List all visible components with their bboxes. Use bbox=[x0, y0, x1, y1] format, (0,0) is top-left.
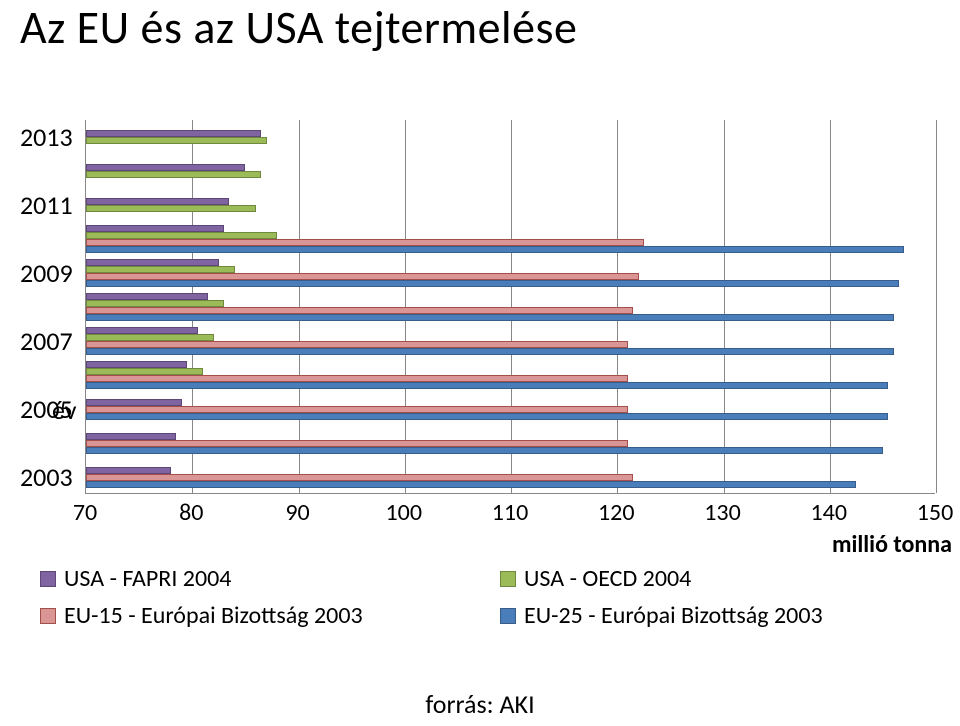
x-tick-label: 100 bbox=[386, 498, 423, 527]
bar-eu25 bbox=[86, 314, 894, 321]
bar-usa_fapri bbox=[86, 259, 219, 266]
bar-usa_oecd bbox=[86, 205, 256, 212]
legend-label: EU-15 - Európai Bizottság 2003 bbox=[64, 601, 363, 630]
bar-eu15 bbox=[86, 474, 633, 481]
chart: 201320112009200720052003év 7080901001101… bbox=[20, 120, 940, 630]
bar-eu25 bbox=[86, 246, 904, 253]
bar-usa_fapri bbox=[86, 198, 229, 205]
bar-eu25 bbox=[86, 481, 856, 488]
bar-group bbox=[86, 392, 935, 426]
bar-group bbox=[86, 460, 935, 494]
bar-eu15 bbox=[86, 440, 628, 447]
bar-usa_fapri bbox=[86, 164, 245, 171]
bar-usa_fapri bbox=[86, 293, 208, 300]
bar-eu25 bbox=[86, 382, 888, 389]
bar-group bbox=[86, 188, 935, 222]
x-tick-label: 110 bbox=[492, 498, 529, 527]
legend-item: EU-25 - Európai Bizottság 2003 bbox=[500, 601, 960, 630]
bar-usa_oecd bbox=[86, 368, 203, 375]
slide: Az EU és az USA tejtermelése 2013 2011 200… bbox=[0, 0, 960, 726]
bar-usa_fapri bbox=[86, 399, 182, 406]
legend: millió tonnaUSA - FAPRI 2004USA - OECD 2… bbox=[40, 564, 960, 630]
bar-usa_oecd bbox=[86, 266, 235, 273]
bar-usa_oecd bbox=[86, 137, 267, 144]
bar-usa_oecd bbox=[86, 334, 214, 341]
gridline bbox=[936, 120, 937, 493]
bar-usa_fapri bbox=[86, 225, 224, 232]
legend-item: EU-15 - Európai Bizottság 2003 bbox=[40, 601, 500, 630]
x-tick-label: 130 bbox=[704, 498, 741, 527]
bar-usa_fapri bbox=[86, 361, 187, 368]
x-tick-label: 70 bbox=[73, 498, 97, 527]
bar-eu15 bbox=[86, 375, 628, 382]
legend-swatch bbox=[40, 571, 56, 587]
y-tick-label: 2013 bbox=[20, 120, 73, 154]
x-tick-label: 150 bbox=[917, 498, 954, 527]
bar-usa_fapri bbox=[86, 433, 176, 440]
bar-eu25 bbox=[86, 280, 899, 287]
bar-usa_fapri bbox=[86, 467, 171, 474]
legend-item: USA - FAPRI 2004 bbox=[40, 564, 500, 593]
bar-eu15 bbox=[86, 406, 628, 413]
x-tick-label: 90 bbox=[285, 498, 309, 527]
bar-eu15 bbox=[86, 239, 644, 246]
x-tick-label: 120 bbox=[598, 498, 635, 527]
bar-usa_oecd bbox=[86, 232, 277, 239]
bar-group bbox=[86, 154, 935, 188]
legend-label: EU-25 - Európai Bizottság 2003 bbox=[524, 601, 823, 630]
bar-group bbox=[86, 290, 935, 324]
legend-swatch bbox=[500, 571, 516, 587]
y-tick-label: 2009 bbox=[20, 256, 73, 290]
bar-eu25 bbox=[86, 447, 883, 454]
bar-group bbox=[86, 426, 935, 460]
bar-group bbox=[86, 324, 935, 358]
bar-eu15 bbox=[86, 273, 639, 280]
x-tick-label: 140 bbox=[811, 498, 848, 527]
bars-area bbox=[86, 120, 935, 494]
x-axis: 708090100110120130140150 bbox=[85, 494, 935, 524]
legend-item: USA - OECD 2004 bbox=[500, 564, 960, 593]
legend-label: USA - FAPRI 2004 bbox=[64, 564, 231, 593]
x-axis-unit: millió tonna bbox=[832, 530, 952, 559]
bar-group bbox=[86, 256, 935, 290]
legend-swatch bbox=[40, 608, 56, 624]
page-title: Az EU és az USA tejtermelése bbox=[20, 0, 577, 56]
bar-group bbox=[86, 358, 935, 392]
x-tick-label: 80 bbox=[179, 498, 203, 527]
plot-area bbox=[85, 120, 935, 494]
y-tick-label: 2011 bbox=[20, 188, 73, 222]
legend-label: USA - OECD 2004 bbox=[524, 564, 691, 593]
bar-usa_oecd bbox=[86, 300, 224, 307]
y-axis-title: év bbox=[52, 394, 77, 426]
legend-swatch bbox=[500, 608, 516, 624]
bar-eu25 bbox=[86, 348, 894, 355]
bar-usa_oecd bbox=[86, 171, 261, 178]
bar-usa_fapri bbox=[86, 327, 198, 334]
y-tick-label: 2007 bbox=[20, 324, 73, 358]
source-label: forrás: AKI bbox=[0, 688, 960, 720]
y-axis-labels: 201320112009200720052003év bbox=[20, 120, 85, 494]
bar-eu15 bbox=[86, 307, 633, 314]
y-tick-label: 2003 bbox=[20, 460, 73, 494]
bar-usa_fapri bbox=[86, 130, 261, 137]
bar-group bbox=[86, 222, 935, 256]
bar-eu25 bbox=[86, 413, 888, 420]
bar-group bbox=[86, 120, 935, 154]
bar-eu15 bbox=[86, 341, 628, 348]
